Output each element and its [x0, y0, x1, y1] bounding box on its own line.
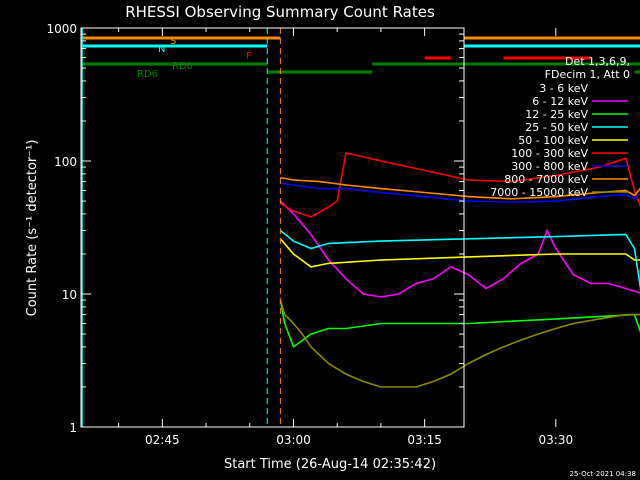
- plot-series-group: [279, 151, 640, 388]
- y-tick-label-1: 10: [62, 288, 77, 302]
- y-tick-label-3: 1000: [46, 22, 77, 36]
- flag-label-rd6: RD6: [137, 69, 158, 80]
- generation-timestamp: 25-Oct-2021 04:38: [570, 470, 636, 478]
- series-line-3: [279, 229, 640, 291]
- flag-label-s: S: [170, 36, 176, 47]
- status-flags: SN RD0 RD6 F: [81, 28, 640, 427]
- y-tick-label-0: 1: [69, 421, 77, 435]
- flag-label-f: F: [246, 51, 252, 62]
- flag-label-rd0: RD0: [172, 61, 193, 72]
- x-tick-label-0: 02:45: [145, 433, 180, 447]
- legend: Det 1,3,6,9, FDecim 1, Att 0 3 - 6 keV6 …: [490, 55, 630, 199]
- legend-label-3: 25 - 50 keV: [525, 121, 588, 134]
- series-line-2: [279, 299, 640, 349]
- x-tick-label-3: 03:30: [539, 433, 574, 447]
- series-line-6: [280, 182, 640, 204]
- legend-label-6: 300 - 800 keV: [511, 160, 588, 173]
- legend-label-0: 3 - 6 keV: [539, 82, 588, 95]
- x-tick-label-1: 03:00: [276, 433, 311, 447]
- chart-title: RHESSI Observing Summary Count Rates: [125, 3, 435, 21]
- legend-label-5: 100 - 300 keV: [511, 147, 588, 160]
- legend-label-7: 800 - 7000 keV: [504, 173, 588, 186]
- legend-header-line-1: Det 1,3,6,9,: [565, 55, 630, 68]
- series-line-0: [279, 160, 640, 301]
- y-tick-label-2: 100: [54, 155, 77, 169]
- axes-group: 110100100002:4503:0003:1503:3003:4504:00…: [46, 22, 574, 447]
- y-axis-label: Count Rate (s⁻¹ detector⁻¹): [25, 140, 40, 317]
- legend-label-8: 7000 - 15000 keV: [490, 186, 588, 199]
- legend-header-line-2: FDecim 1, Att 0: [545, 68, 630, 81]
- legend-label-4: 50 - 100 keV: [518, 134, 588, 147]
- series-line-7: [280, 176, 640, 200]
- legend-label-1: 6 - 12 keV: [532, 95, 588, 108]
- flag-label-n: N: [158, 44, 165, 55]
- series-line-4: [279, 238, 640, 268]
- x-axis-label: Start Time (26-Aug-14 02:35:42): [224, 457, 436, 472]
- legend-label-2: 12 - 25 keV: [525, 108, 588, 121]
- series-line-5: [279, 151, 640, 218]
- series-line-8: [279, 299, 640, 388]
- x-tick-label-2: 03:15: [407, 433, 442, 447]
- plot-frame: [80, 27, 465, 428]
